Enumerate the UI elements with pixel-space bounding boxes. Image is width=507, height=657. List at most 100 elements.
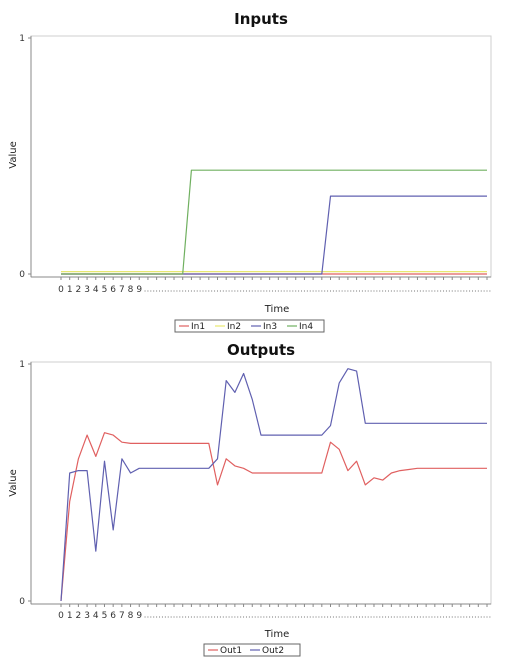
x-tick-ellipsis [245, 616, 248, 618]
x-tick-ellipsis [387, 290, 390, 292]
x-tick-ellipsis [376, 616, 378, 618]
x-tick-ellipsis [422, 616, 424, 618]
x-tick-ellipsis [237, 616, 239, 618]
legend-box [174, 319, 325, 333]
x-tick-ellipsis [257, 616, 259, 618]
x-tick-ellipsis [350, 290, 352, 292]
x-tick-ellipsis [332, 290, 334, 292]
x-tick-label: 1 [67, 285, 73, 295]
x-tick-ellipsis [272, 616, 274, 618]
x-tick-ellipsis [416, 290, 418, 292]
x-tick-label: 9 [136, 611, 142, 621]
x-tick-label: 4 [93, 285, 99, 295]
x-tick-ellipsis [469, 616, 471, 618]
x-tick-ellipsis [167, 616, 169, 618]
x-tick-ellipsis [437, 616, 439, 618]
x-tick-label: 5 [102, 611, 108, 621]
x-tick-ellipsis [396, 290, 398, 292]
legend: Out1 Out2 [203, 643, 301, 657]
series-line-out2 [60, 368, 487, 602]
x-tick-ellipsis [292, 616, 294, 618]
x-tick-ellipsis [147, 290, 149, 292]
x-tick-ellipsis [486, 616, 488, 618]
x-tick-ellipsis [382, 290, 384, 292]
x-tick-ellipsis [158, 616, 161, 618]
x-tick-ellipsis [373, 616, 375, 618]
x-tick-ellipsis [419, 290, 421, 292]
x-tick-ellipsis [437, 290, 439, 292]
x-tick-ellipsis [274, 616, 276, 618]
x-tick-ellipsis [219, 290, 221, 292]
x-tick-ellipsis [457, 616, 459, 618]
x-tick-ellipsis [245, 290, 248, 292]
x-tick-ellipsis [234, 290, 236, 292]
x-tick-ellipsis [298, 616, 300, 618]
x-tick-ellipsis [144, 616, 146, 618]
x-tick-ellipsis [440, 616, 442, 618]
x-tick-ellipsis [208, 616, 210, 618]
x-tick-ellipsis [196, 616, 198, 618]
x-tick-ellipsis [312, 290, 314, 292]
x-tick-ellipsis [173, 290, 175, 292]
x-axis-label: Time [264, 629, 289, 640]
x-tick-ellipsis [240, 616, 242, 618]
x-tick-ellipsis [318, 290, 320, 292]
x-tick-ellipsis [182, 616, 184, 618]
x-tick-ellipsis [266, 616, 268, 618]
x-tick-ellipsis [179, 616, 181, 618]
x-tick-ellipsis [402, 616, 404, 618]
legend-label: In3 [263, 322, 277, 332]
x-tick-ellipsis [329, 290, 332, 292]
x-tick-ellipsis [480, 290, 482, 292]
x-tick-ellipsis [277, 290, 279, 292]
x-tick-ellipsis [399, 616, 401, 618]
x-tick-ellipsis [300, 290, 303, 292]
x-tick-ellipsis [240, 290, 242, 292]
x-tick-ellipsis [434, 290, 436, 292]
x-tick-ellipsis [463, 290, 465, 292]
series-line-in4 [61, 169, 487, 275]
x-tick-ellipsis [393, 616, 395, 618]
x-tick-ellipsis [280, 290, 282, 292]
x-tick-ellipsis [477, 290, 479, 292]
x-tick-ellipsis [471, 290, 474, 292]
x-tick-ellipsis [156, 290, 158, 292]
x-tick-ellipsis [356, 290, 358, 292]
x-tick-ellipsis [269, 290, 271, 292]
x-tick-ellipsis [260, 290, 262, 292]
x-tick-ellipsis [321, 290, 323, 292]
x-tick-ellipsis [341, 616, 343, 618]
x-tick-ellipsis [379, 290, 381, 292]
x-tick-ellipsis [234, 616, 236, 618]
x-tick-ellipsis [324, 616, 326, 618]
x-tick-ellipsis [257, 290, 259, 292]
x-tick-ellipsis [448, 290, 450, 292]
x-tick-ellipsis [187, 290, 190, 292]
x-tick-ellipsis [338, 290, 340, 292]
x-tick-ellipsis [370, 616, 372, 618]
x-tick-ellipsis [457, 290, 459, 292]
x-tick-ellipsis [185, 616, 187, 618]
x-tick-ellipsis [295, 616, 297, 618]
x-tick-ellipsis [214, 290, 216, 292]
x-tick-ellipsis [309, 290, 311, 292]
x-tick-ellipsis [315, 290, 317, 292]
x-tick-ellipsis [466, 616, 468, 618]
x-tick-ellipsis [164, 616, 166, 618]
x-tick-ellipsis [144, 290, 146, 292]
x-tick-ellipsis [225, 290, 227, 292]
x-tick-ellipsis [477, 616, 479, 618]
chart-title: Inputs [234, 10, 288, 28]
x-tick-ellipsis [167, 290, 169, 292]
x-tick-ellipsis [414, 616, 416, 618]
x-tick-ellipsis [460, 290, 462, 292]
x-tick-label: 8 [128, 285, 134, 295]
x-tick-ellipsis [150, 290, 152, 292]
x-tick-ellipsis [445, 290, 447, 292]
x-tick-ellipsis [306, 290, 308, 292]
plot-area [30, 35, 492, 278]
x-tick-label: 3 [84, 611, 90, 621]
x-tick-ellipsis [243, 616, 245, 618]
